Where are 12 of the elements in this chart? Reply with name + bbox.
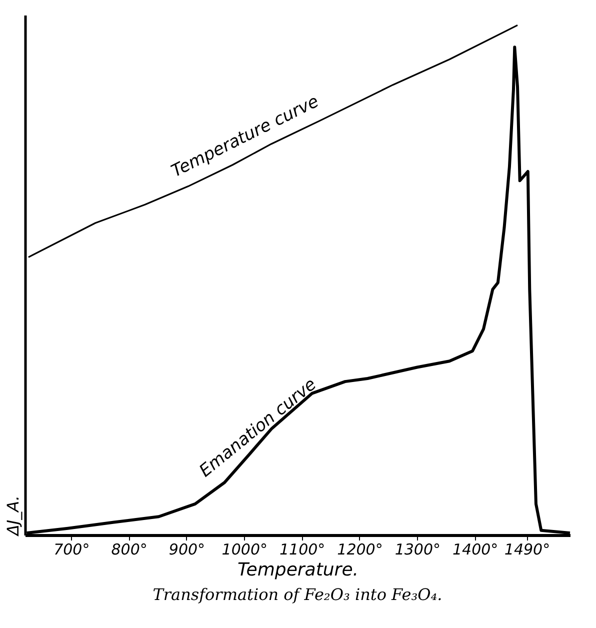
text: Transformation of Fe₂O₃ into Fe₃O₄. [152,585,442,604]
x-tick-label: 800° [111,540,148,558]
x-tick-label: 1100° [279,540,326,558]
x-tick-label: 1300° [394,540,441,558]
x-tick-label: 700° [54,540,90,558]
y-axis-title: ΔJ_A. [4,496,22,538]
x-axis-title: Temperature. [238,560,358,580]
x-tick-label: 1000° [222,540,268,558]
x-tick-label: 900° [168,540,206,558]
x-tick-label: 1200° [337,540,383,558]
x-tick-label: 1400° [452,540,498,558]
x-tick-label: 1490° [504,540,550,558]
